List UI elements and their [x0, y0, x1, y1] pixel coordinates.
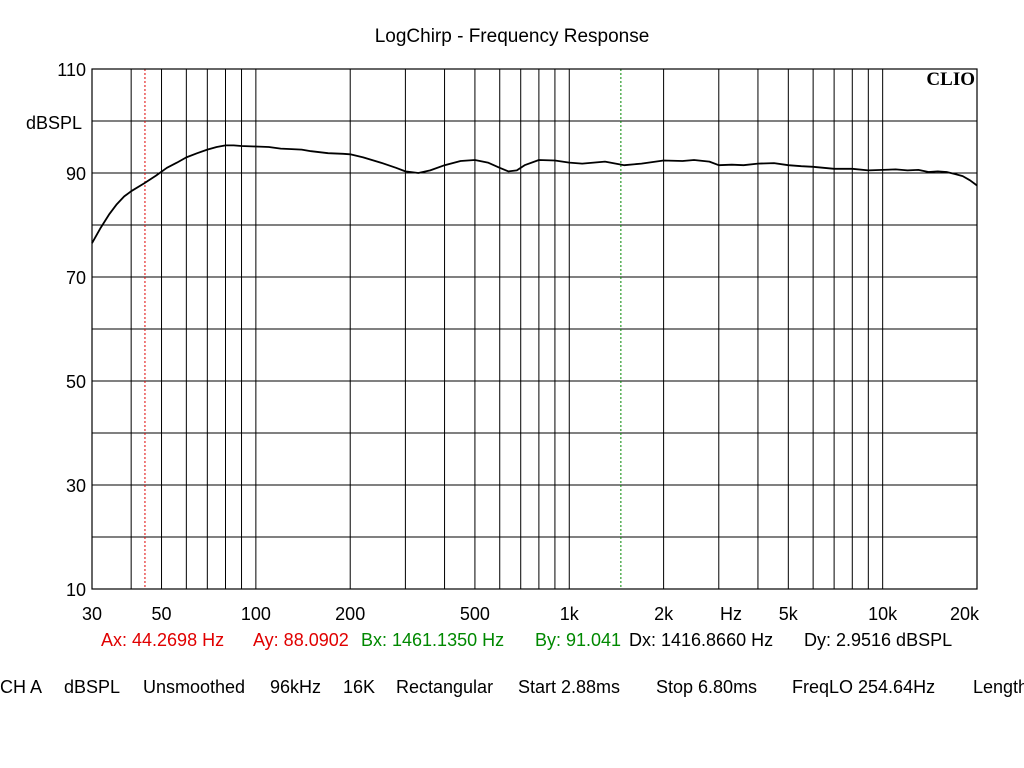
- cursor-a-x: Ax: 44.2698 Hz: [101, 630, 225, 650]
- y-tick-labels: 10 30 50 70 90 110: [57, 60, 86, 600]
- delta-x: Dx: 1416.8660 Hz: [629, 630, 774, 650]
- x-tick-label: 1k: [560, 604, 580, 620]
- status-stop[interactable]: Stop 6.80ms: [656, 677, 758, 697]
- series-line-1: [91, 144, 978, 244]
- x-tick-label: 50: [152, 604, 172, 620]
- x-tick-labels: 30 50 100 200 500 1k 2k 5k 10k 20k: [82, 604, 980, 620]
- x-tick-label: 500: [460, 604, 490, 620]
- cursor-b-y: By: 91.041: [535, 630, 622, 650]
- status-rate[interactable]: 96kHz: [270, 677, 322, 697]
- status-bar: CH A dBSPL Unsmoothed 96kHz 16K Rectangu…: [0, 677, 1024, 701]
- status-smoothing[interactable]: Unsmoothed: [143, 677, 246, 697]
- plot-frame: [91, 68, 978, 590]
- y-tick-label: 110: [57, 60, 86, 80]
- series-layer: [91, 144, 978, 244]
- x-tick-label: 2k: [654, 604, 674, 620]
- y-tick-label: 10: [66, 580, 86, 600]
- status-channel[interactable]: CH A: [0, 677, 43, 697]
- y-tick-label: 70: [66, 268, 86, 288]
- status-start[interactable]: Start 2.88ms: [518, 677, 621, 697]
- clio-logo: CLIO: [926, 69, 975, 90]
- grid: [92, 69, 977, 589]
- x-tick-label: 100: [241, 604, 271, 620]
- y-tick-label: 30: [66, 476, 86, 496]
- x-tick-label: 200: [335, 604, 365, 620]
- cursor-readout: Ax: 44.2698 Hz Ay: 88.0902 Bx: 1461.1350…: [0, 630, 1024, 654]
- delta-y: Dy: 2.9516 dBSPL: [804, 630, 953, 650]
- cursor-lines[interactable]: [144, 69, 622, 589]
- status-unit[interactable]: dBSPL: [64, 677, 121, 697]
- status-length[interactable]: Length: [973, 677, 1024, 697]
- x-tick-label: 10k: [868, 604, 898, 620]
- cursor-a-y: Ay: 88.0902: [253, 630, 349, 650]
- x-tick-label: 5k: [779, 604, 799, 620]
- x-unit-label: Hz: [720, 604, 742, 620]
- y-tick-label: 50: [66, 372, 86, 392]
- cursor-b-x: Bx: 1461.1350 Hz: [361, 630, 505, 650]
- status-size[interactable]: 16K: [343, 677, 376, 697]
- status-window[interactable]: Rectangular: [396, 677, 494, 697]
- frequency-response-chart: LogChirp - Frequency Response 10 30 50 70 90…: [26, 26, 980, 620]
- y-tick-label: 90: [66, 164, 86, 184]
- x-tick-label: 30: [82, 604, 102, 620]
- status-freqlo[interactable]: FreqLO 254.64Hz: [792, 677, 936, 697]
- x-tick-label: 20k: [950, 604, 980, 620]
- y-axis-label: dBSPL: [26, 113, 82, 133]
- chart-title: LogChirp - Frequency Response: [375, 26, 650, 47]
